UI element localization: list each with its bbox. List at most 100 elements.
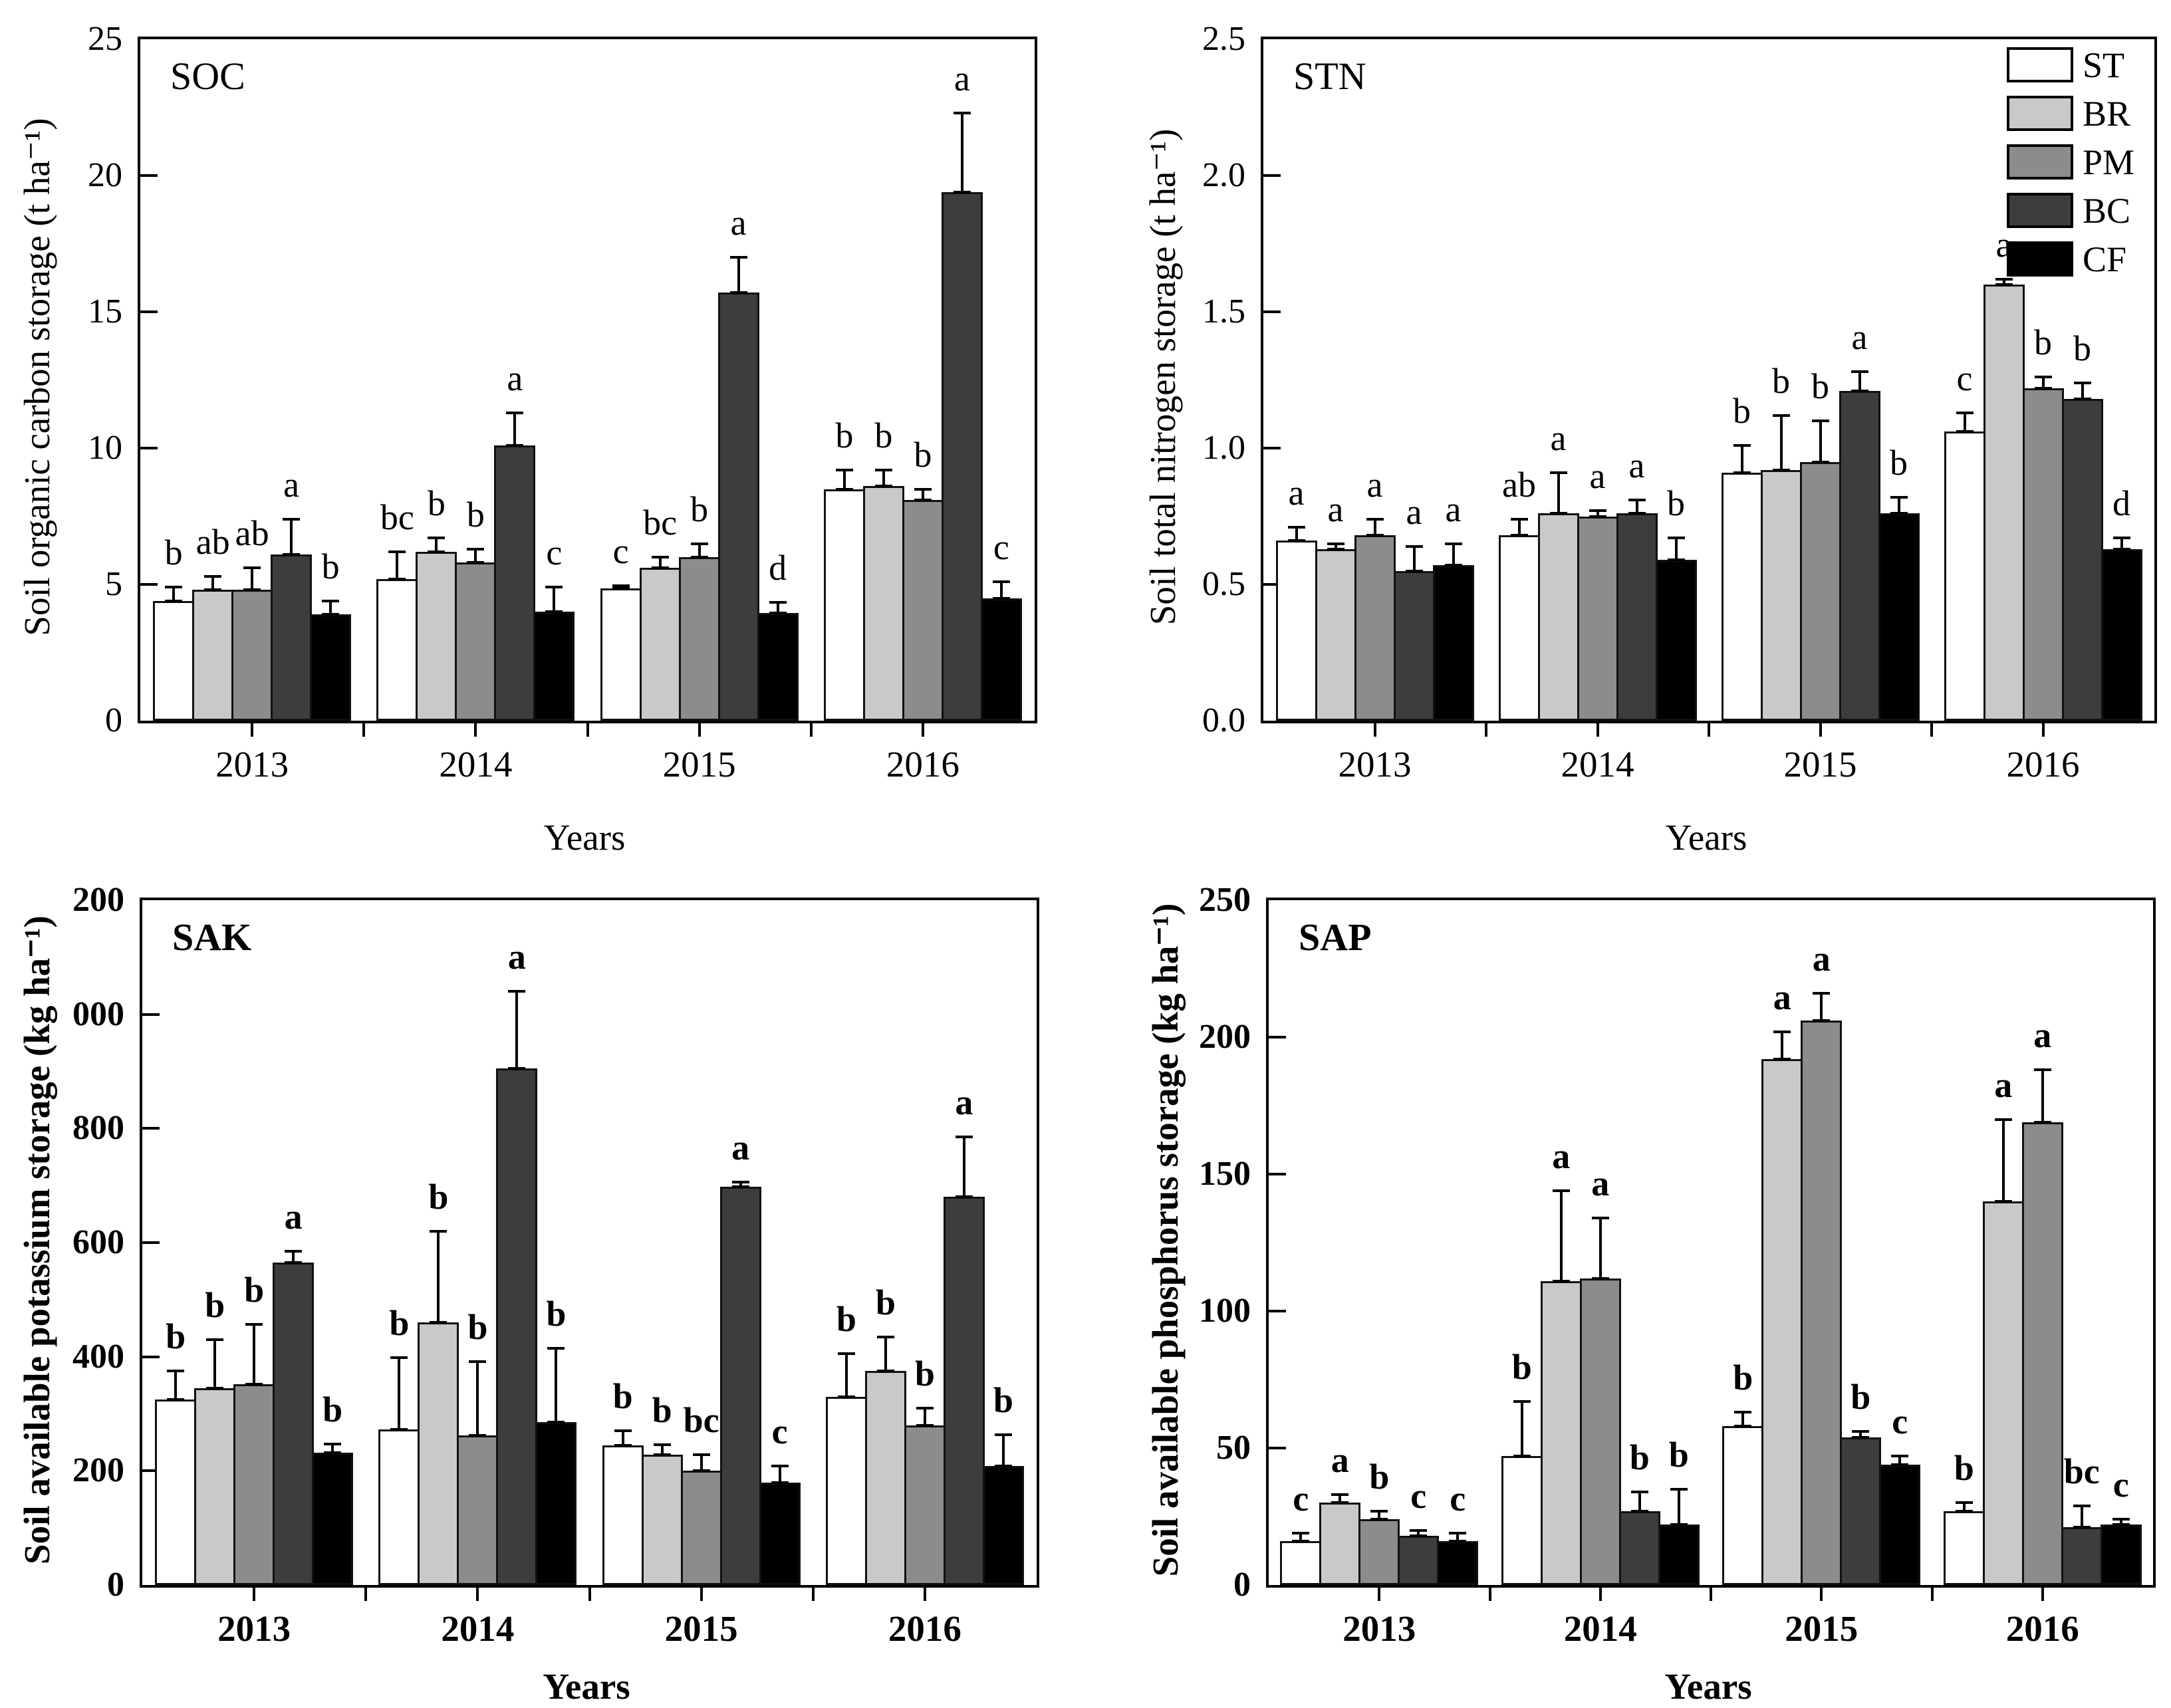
bar-BR-2015 — [1761, 1058, 1803, 1585]
bar-PM-2014 — [455, 562, 497, 721]
error-bar-cap — [2073, 1526, 2091, 1529]
sig-letter: b — [166, 1316, 186, 1357]
error-bar-cap — [165, 599, 183, 602]
y-tick-mark — [142, 1013, 160, 1016]
error-bar-cap — [1366, 534, 1384, 537]
x-tick-mark — [362, 721, 366, 737]
bar-BC-2014 — [1618, 1511, 1660, 1585]
sig-letter: a — [507, 358, 523, 398]
error-bar — [1638, 1491, 1641, 1511]
error-bar — [1781, 1031, 1784, 1059]
bar-PM-2013 — [1358, 1519, 1400, 1585]
error-bar-cap — [1292, 1540, 1310, 1543]
sig-letter: b — [1851, 1377, 1871, 1417]
bar-PM-2015 — [678, 557, 720, 721]
y-tick-label: 5 — [105, 565, 122, 603]
error-bar-cap — [1549, 512, 1567, 515]
error-bar-cap — [1955, 1509, 1973, 1513]
y-tick-mark — [1263, 174, 1281, 177]
error-bar — [396, 551, 399, 579]
y-tick-label: 0.0 — [1202, 701, 1245, 739]
error-bar-cap — [167, 1370, 185, 1373]
bar-PM-2016 — [902, 499, 944, 721]
bar-ST-2014 — [1498, 535, 1540, 721]
error-bar-cap — [1852, 1430, 1870, 1433]
legend-item-PM: PM — [2007, 142, 2134, 182]
error-bar-cap — [467, 561, 485, 564]
error-bar — [2119, 1519, 2122, 1525]
x-tick-mark — [2041, 1585, 2044, 1601]
error-bar-cap — [653, 1443, 671, 1446]
sig-letter: a — [1445, 489, 1462, 529]
bar-PM-2014 — [457, 1435, 499, 1585]
error-bar-cap — [1591, 1216, 1609, 1219]
error-bar-cap — [283, 552, 301, 556]
error-bar — [1517, 519, 1521, 536]
error-bar-cap — [1670, 1523, 1688, 1526]
y-tick-label: 10 — [88, 429, 122, 467]
error-bar — [1898, 1456, 1902, 1465]
sig-letter: b — [1667, 483, 1685, 524]
error-bar — [698, 543, 701, 557]
error-bar — [553, 587, 556, 612]
error-bar — [1963, 412, 1966, 432]
error-bar — [1962, 1503, 1966, 1511]
error-bar — [999, 581, 1003, 598]
legend-swatch-ST — [2007, 47, 2073, 82]
sig-letter: ab — [195, 521, 230, 562]
error-bar-cap — [1449, 1531, 1467, 1534]
bar-BC-2014 — [494, 445, 536, 721]
y-tick-label: 0 — [107, 1566, 124, 1604]
sig-letter: b — [612, 1376, 633, 1417]
error-bar-cap — [1811, 420, 1829, 422]
error-bar — [621, 1431, 624, 1445]
error-bar-cap — [1994, 1200, 2012, 1203]
x-tick-mark — [921, 721, 924, 737]
bar-CF-2015 — [1878, 513, 1920, 721]
sig-letter: b — [1668, 1434, 1689, 1475]
error-bar — [1373, 519, 1376, 536]
error-bar — [213, 1339, 217, 1388]
error-bar-cap — [914, 487, 932, 491]
bar-ST-2014 — [378, 1429, 420, 1585]
sig-letter: a — [283, 464, 300, 505]
error-bar-cap — [2034, 386, 2052, 390]
bar-BR-2015 — [1760, 469, 1802, 721]
y-tick-mark — [142, 1241, 160, 1244]
sig-letter: bc — [2063, 1451, 2100, 1491]
bar-PM-2013 — [233, 1384, 275, 1585]
bar-ST-2016 — [1943, 1511, 1985, 1585]
error-bar — [1897, 497, 1900, 514]
y-tick-label: 1.5 — [1202, 293, 1245, 330]
year-label-2014: 2014 — [1561, 744, 1634, 785]
error-bar — [882, 469, 885, 487]
sig-letter: a — [507, 937, 526, 977]
error-bar — [1819, 421, 1822, 462]
error-bar-cap — [614, 1429, 632, 1433]
bar-BR-2014 — [1540, 1281, 1582, 1585]
error-bar-cap — [1331, 1493, 1349, 1497]
bar-ST-2013 — [1275, 541, 1317, 721]
error-bar-cap — [731, 1185, 749, 1188]
year-label-2013: 2013 — [217, 1608, 291, 1649]
sig-letter: c — [1293, 1478, 1309, 1519]
y-axis-label-soc: Soil organic carbon storage (t ha⁻¹) — [17, 118, 57, 636]
bar-PM-2016 — [2021, 1122, 2063, 1585]
error-bar-cap — [1628, 512, 1646, 515]
error-bar-cap — [1327, 547, 1344, 550]
bar-ST-2016 — [825, 1396, 867, 1585]
error-bar — [739, 1182, 742, 1187]
error-bar — [1520, 1401, 1523, 1457]
bar-CF-2016 — [2100, 1525, 2142, 1585]
sig-letter: b — [690, 489, 709, 529]
error-bar — [513, 412, 517, 445]
year-label-2014: 2014 — [441, 1608, 515, 1649]
sig-letter: b — [321, 546, 340, 586]
error-bar — [1674, 538, 1678, 560]
sig-letter: a — [2033, 1015, 2052, 1056]
sig-letter: a — [1812, 939, 1831, 979]
legend-label-ST: ST — [2083, 45, 2125, 85]
error-bar — [174, 1371, 178, 1400]
error-bar — [476, 1361, 479, 1436]
y-tick-mark — [1269, 1173, 1286, 1175]
